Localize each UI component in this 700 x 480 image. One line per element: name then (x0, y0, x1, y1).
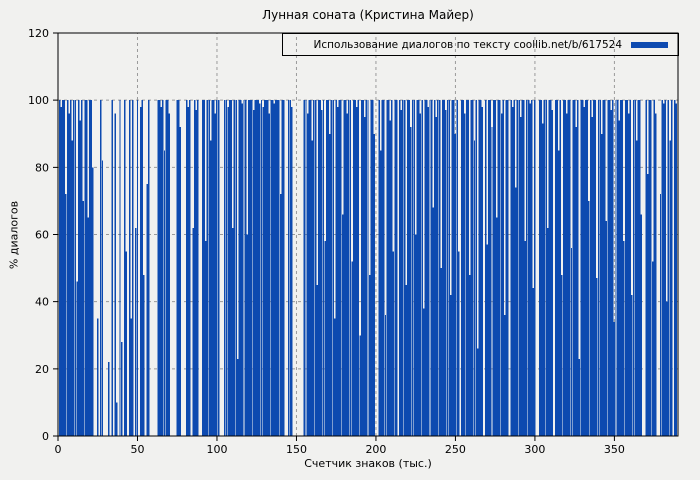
tick-marks (53, 32, 615, 441)
x-axis-label: Счетчик знаков (тыс.) (304, 457, 432, 470)
legend-box: Использование диалогов по тексту coollib… (282, 33, 679, 56)
legend-label: Использование диалогов по тексту coollib… (313, 38, 622, 51)
y-axis-label: % диалогов (7, 200, 21, 270)
y-tick-label: 20 (35, 363, 49, 376)
y-tick-label: 80 (35, 161, 49, 174)
x-tick-label: 50 (130, 443, 144, 456)
y-tick-label: 100 (28, 94, 49, 107)
x-tick-label: 150 (286, 443, 307, 456)
x-tick-label: 0 (55, 443, 62, 456)
y-tick-label: 0 (42, 430, 49, 443)
chart-title: Лунная соната (Кристина Майер) (262, 8, 474, 22)
x-tick-label: 100 (206, 443, 227, 456)
x-tick-label: 300 (524, 443, 545, 456)
x-tick-label: 350 (604, 443, 625, 456)
y-tick-label: 40 (35, 296, 49, 309)
bars-series (57, 100, 678, 436)
legend-line-sample (631, 41, 668, 48)
y-tick-label: 60 (35, 229, 49, 242)
x-tick-label: 250 (445, 443, 466, 456)
x-tick-label: 200 (365, 443, 386, 456)
y-tick-label: 120 (28, 27, 49, 40)
